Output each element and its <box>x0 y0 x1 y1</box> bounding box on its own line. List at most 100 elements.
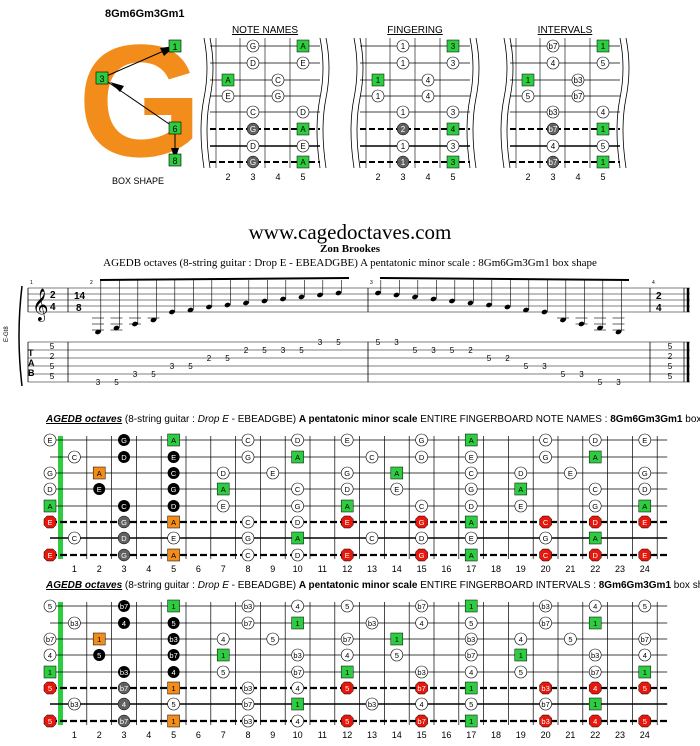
fingerboard-marker: E <box>464 531 478 545</box>
svg-text:5: 5 <box>225 354 230 363</box>
fingerboard-marker: D <box>291 515 304 529</box>
fingerboard-marker: E <box>167 531 180 545</box>
svg-text:4: 4 <box>50 302 56 313</box>
svg-text:b7: b7 <box>574 92 583 101</box>
box-num-8: 8 <box>172 156 177 166</box>
fingerboard-marker: b3 <box>365 697 379 711</box>
fingerboard-marker: 4 <box>588 681 602 695</box>
fingerboard-marker: 5 <box>638 681 652 695</box>
tuning-label: E-Gt8 <box>4 326 10 342</box>
fret-number: 9 <box>270 730 275 740</box>
fret-number: 6 <box>196 564 201 574</box>
fingerboard-marker: b3 <box>241 681 255 695</box>
svg-text:A: A <box>97 469 102 478</box>
svg-text:3: 3 <box>170 362 175 371</box>
svg-text:3: 3 <box>318 338 323 347</box>
fingerboard-note-names: 1 2 3 4 5 6 7 8 9 10 11 12 13 14 15 16 17 18 19 20 21 22 23 24E… <box>43 433 668 574</box>
svg-text:5: 5 <box>345 684 349 693</box>
fingerboard-marker: 1 <box>43 665 57 679</box>
svg-text:b7: b7 <box>417 684 425 693</box>
svg-text:b3: b3 <box>591 651 599 660</box>
fingerboard-marker: 4 <box>588 714 602 728</box>
svg-text:4: 4 <box>221 635 225 644</box>
svg-text:A: A <box>295 534 300 543</box>
fingerboard-marker: D <box>588 515 602 529</box>
svg-text:G: G <box>250 42 256 51</box>
svg-text:b3: b3 <box>120 668 128 677</box>
svg-text:b3: b3 <box>549 108 558 117</box>
fret-number: 18 <box>491 564 501 574</box>
fingerboard-marker: 1 <box>390 632 404 646</box>
fingerboard-marker: 1 <box>291 616 304 630</box>
svg-text:1: 1 <box>172 684 176 693</box>
fingerboard-marker: E <box>43 433 57 447</box>
svg-text:3: 3 <box>616 378 621 387</box>
svg-text:5: 5 <box>172 700 176 709</box>
svg-text:D: D <box>468 502 474 511</box>
treble-clef: 𝄞 <box>32 289 49 322</box>
fingerboard-marker: b3 <box>539 599 552 613</box>
svg-text:D: D <box>344 485 350 494</box>
fingerboard-marker: A <box>216 482 230 496</box>
fingerboard-marker: 4 <box>117 697 131 711</box>
svg-text:A: A <box>300 158 306 167</box>
fingerboard-marker: 4 <box>340 648 354 662</box>
svg-text:b7: b7 <box>591 668 599 677</box>
fingerboard-marker: C <box>241 515 255 529</box>
note-names-header: NOTE NAMES <box>231 25 299 36</box>
fingerboard-marker: E <box>340 433 354 447</box>
fingerboard-marker: E <box>43 515 57 529</box>
fret-number: 19 <box>516 564 526 574</box>
fingerboard-marker: 1 <box>291 697 304 711</box>
mini-marker: 4 <box>421 89 435 103</box>
svg-text:1: 1 <box>376 76 381 85</box>
fingerboard-marker: b3 <box>68 616 81 630</box>
fret-number: 8 <box>245 564 250 574</box>
fingerboard-marker: b3 <box>539 714 552 728</box>
svg-text:3: 3 <box>431 346 436 355</box>
mini-marker: 5 <box>596 56 610 70</box>
mini-marker: 5 <box>521 89 535 103</box>
mini-marker: 1 <box>396 139 410 153</box>
mini-marker: 1 <box>596 155 610 169</box>
svg-text:1: 1 <box>401 59 406 68</box>
svg-text:C: C <box>250 108 256 117</box>
svg-text:E: E <box>171 534 176 543</box>
fingerboard-marker: G <box>118 434 130 446</box>
svg-text:G: G <box>592 502 598 511</box>
fingerboard-marker: C <box>365 450 379 464</box>
board1-title: AGEDB octaves (8-string guitar : Drop E … <box>46 414 700 425</box>
svg-text:5: 5 <box>668 372 673 381</box>
svg-text:E: E <box>345 551 350 560</box>
mini-marker: G <box>246 39 260 53</box>
svg-text:1: 1 <box>296 700 300 709</box>
svg-text:A: A <box>171 518 176 527</box>
mini-fret-number: 5 <box>450 172 455 182</box>
fingerboard-marker: b3 <box>167 633 180 645</box>
mini-fret-number: 5 <box>300 172 305 182</box>
fret-number: 5 <box>171 730 176 740</box>
svg-text:3: 3 <box>542 362 547 371</box>
svg-text:D: D <box>295 518 301 527</box>
svg-text:2: 2 <box>90 280 93 286</box>
svg-text:D: D <box>295 551 301 560</box>
svg-text:E: E <box>642 551 647 560</box>
svg-text:D: D <box>47 485 53 494</box>
svg-text:5: 5 <box>336 338 341 347</box>
svg-text:3: 3 <box>451 42 456 51</box>
mini-marker: 4 <box>546 139 560 153</box>
fingerboard-marker: b7 <box>415 681 428 695</box>
fingerboard-marker: D <box>167 500 180 512</box>
fret-number: 18 <box>491 730 501 740</box>
svg-text:5: 5 <box>668 342 673 351</box>
svg-text:C: C <box>468 469 474 478</box>
fingerboard-marker: b7 <box>539 616 552 630</box>
svg-text:3: 3 <box>96 378 101 387</box>
svg-text:E: E <box>345 436 350 445</box>
svg-text:G: G <box>642 469 648 478</box>
mini-marker: G <box>271 89 285 103</box>
fingerboard-marker: b7 <box>241 697 255 711</box>
mini-marker: 4 <box>546 56 560 70</box>
svg-text:G: G <box>275 92 281 101</box>
fingerboard-marker: A <box>464 548 478 562</box>
